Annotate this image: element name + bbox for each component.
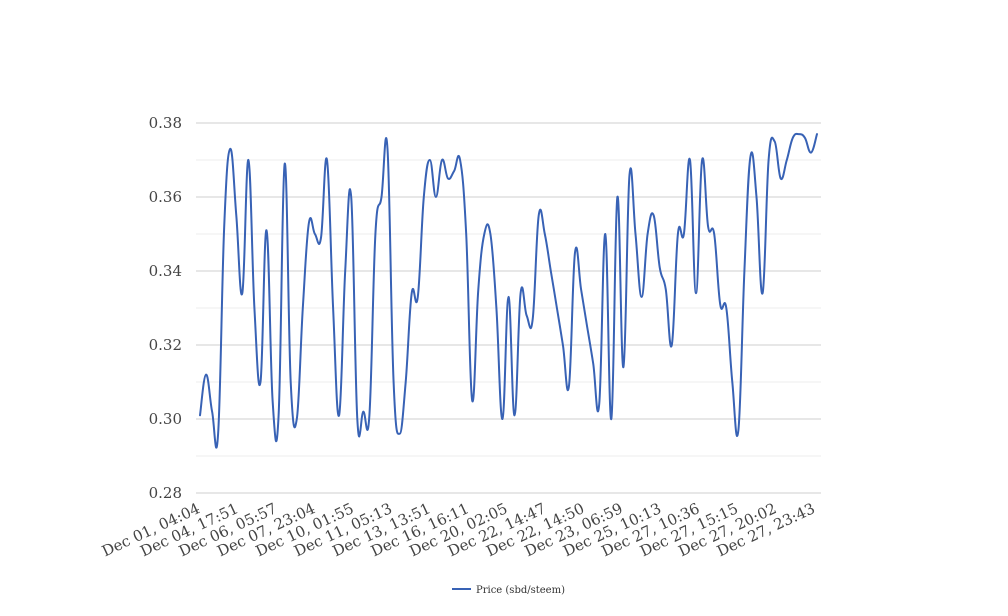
y-tick-label: 0.36 [149,188,182,206]
price-series-line [199,132,818,449]
y-tick-label: 0.34 [149,262,182,280]
y-tick-label: 0.38 [149,114,182,132]
y-tick-label: 0.32 [149,336,182,354]
legend: Price (sbd/steem) [452,585,565,596]
y-tick-label: 0.28 [149,484,182,502]
legend-label: Price (sbd/steem) [476,585,565,596]
series-layer [199,132,818,449]
y-axis-ticks: 0.28 0.30 0.32 0.34 0.36 0.38 [149,114,182,502]
y-tick-label: 0.30 [149,410,182,428]
grid-lines [196,122,821,494]
